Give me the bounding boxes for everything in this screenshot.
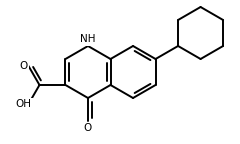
Text: OH: OH [15,99,31,109]
Text: O: O [19,61,28,71]
Text: O: O [84,123,92,133]
Text: NH: NH [80,34,96,44]
